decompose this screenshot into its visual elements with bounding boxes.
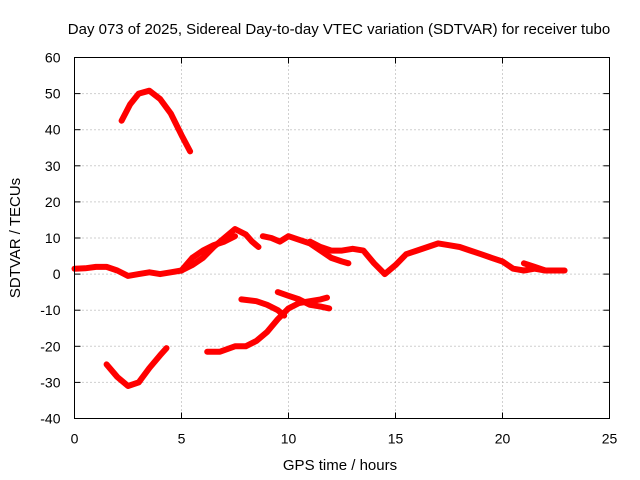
chart-title: Day 073 of 2025, Sidereal Day-to-day VTE… (68, 21, 610, 38)
y-tick-label: -10 (40, 302, 60, 318)
x-tick-label: 0 (71, 431, 79, 447)
series-layer (71, 87, 568, 389)
ticks (74, 57, 610, 419)
series-arc-late (520, 260, 549, 274)
grid (74, 57, 610, 419)
series-arc-mid (259, 233, 352, 267)
x-tick-label: 5 (178, 431, 186, 447)
series-arc-neg-upper (238, 296, 288, 319)
y-tick-label: 30 (45, 158, 61, 174)
series-arc-branch (178, 233, 238, 274)
y-tick-label: 10 (45, 230, 61, 246)
y-tick-label: 0 (53, 266, 61, 282)
y-tick-label: -30 (40, 374, 60, 390)
y-tick-label: 40 (45, 122, 61, 138)
y-tick-label: -20 (40, 338, 60, 354)
tick-labels: 0 5 10 15 20 25 -40 -30 -20 -10 0 10 20 30 40 50 60 (40, 50, 617, 447)
x-tick-label: 20 (495, 431, 511, 447)
x-axis-label: GPS time / hours (283, 457, 397, 474)
x-tick-label: 25 (602, 431, 618, 447)
series-arc-main (71, 226, 262, 279)
x-tick-label: 10 (281, 431, 297, 447)
y-tick-label: 60 (45, 50, 61, 66)
y-tick-label: 20 (45, 194, 61, 210)
series-arc-high (118, 87, 194, 155)
series-arc-mid-2 (306, 238, 568, 278)
series-arc-low-mid (204, 294, 330, 355)
x-tick-label: 15 (388, 431, 404, 447)
series-arc-neg-right (274, 289, 333, 312)
y-tick-label: 50 (45, 86, 61, 102)
series-arc-low-left (103, 345, 170, 389)
y-tick-label: -40 (40, 411, 60, 427)
y-axis-label: SDTVAR / TECUs (7, 178, 24, 298)
